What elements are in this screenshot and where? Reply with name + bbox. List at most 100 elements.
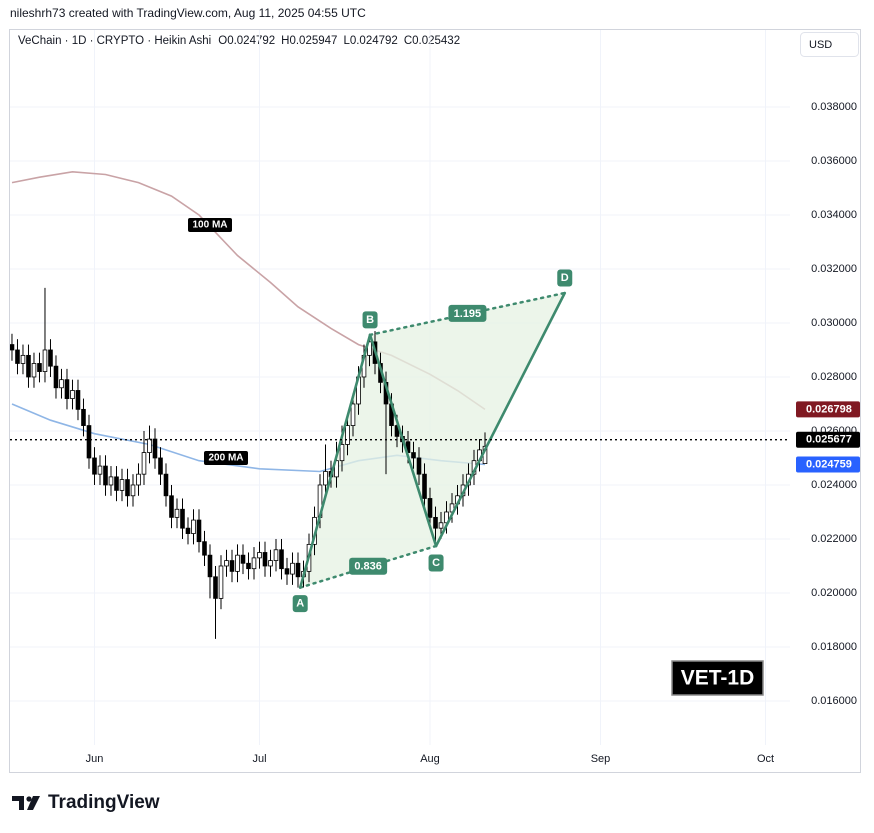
logo-mark: [27, 796, 40, 810]
y-tick-label: 0.018000: [811, 641, 857, 653]
y-tick-label: 0.020000: [811, 587, 857, 599]
candle-body: [262, 552, 268, 567]
candle-body: [158, 457, 163, 475]
ma-value-badge: 0.024759: [806, 458, 852, 470]
candle-body: [279, 549, 284, 570]
ma-value-badge-box: [796, 456, 860, 473]
candle-body: [147, 438, 152, 453]
candle-body: [213, 576, 218, 599]
ohlc-label: L: [343, 35, 350, 47]
candle-body: [345, 425, 350, 445]
x-tick-label: Jul: [252, 753, 266, 765]
ratio-box: [349, 557, 388, 575]
candle-body: [350, 403, 356, 426]
attribution: nileshrh73 created with TradingView.com,…: [10, 6, 366, 20]
ohlc-label: O: [218, 35, 227, 47]
candle-body: [31, 363, 37, 378]
candle-body: [119, 479, 125, 491]
candle-body: [323, 471, 328, 486]
x-tick-label: Sep: [591, 753, 611, 765]
candle-body: [191, 519, 196, 534]
candle-body: [295, 562, 301, 578]
pattern-leg: [434, 291, 567, 548]
candle-body: [37, 363, 42, 372]
y-tick-label: 0.036000: [811, 155, 857, 167]
y-tick-label: 0.028000: [811, 371, 857, 383]
y-tick-label: 0.016000: [811, 695, 857, 707]
candle-body: [53, 365, 59, 389]
watermark-box: [671, 660, 764, 696]
candle-body: [130, 484, 136, 497]
x-tick-label: Oct: [757, 753, 774, 765]
ma-tag: 200 MA: [208, 453, 243, 464]
ohlc-value: 0.025947: [289, 35, 337, 47]
candle-body: [42, 349, 48, 372]
candle-body: [235, 554, 240, 572]
point-box: [557, 269, 573, 287]
candle-body: [59, 379, 64, 389]
frame: [9, 29, 861, 773]
candle-body: [268, 560, 273, 567]
ma-tag: 100 MA: [192, 220, 227, 231]
ohlc-label: C: [404, 35, 412, 47]
ohlc-value: 0.024792: [227, 35, 275, 47]
x-tick-label: Jun: [86, 753, 104, 765]
currency-button[interactable]: [800, 32, 859, 57]
point-label: C: [432, 557, 440, 569]
point-label: D: [561, 272, 569, 284]
point-box: [428, 554, 444, 572]
logo-mark: [26, 796, 32, 802]
candle-body: [86, 425, 92, 459]
y-tick-label: 0.032000: [811, 263, 857, 275]
plot: [10, 30, 790, 745]
candle-body: [10, 344, 15, 351]
candle-body: [108, 476, 114, 486]
candle-body: [257, 552, 262, 559]
candle-body: [251, 557, 257, 570]
ma-tag-box: [188, 218, 232, 232]
point-box: [292, 595, 308, 613]
ohlc-value: 0.024792: [350, 35, 398, 47]
last-price-badge: 0.025677: [806, 434, 852, 446]
ratio-label: 0.836: [354, 561, 382, 573]
pattern-leg: [368, 333, 438, 548]
y-tick-label: 0.024000: [811, 479, 857, 491]
symbol: VeChain · 1D · CRYPTO · Heikin Ashi: [18, 35, 211, 47]
candle-body: [224, 560, 229, 567]
last-price-badge-box: [796, 431, 860, 448]
candle-body: [114, 476, 119, 491]
candle-body: [15, 349, 20, 364]
candle-body: [169, 495, 174, 518]
candle-body: [70, 390, 75, 399]
pattern-leg: [298, 333, 372, 589]
brand: TradingView: [48, 792, 160, 813]
candle-body: [163, 473, 169, 497]
candle-body: [20, 354, 26, 364]
candle-body: [273, 549, 279, 561]
candle-body: [246, 562, 251, 570]
candle-body: [180, 508, 185, 529]
candle-body: [218, 565, 224, 599]
candle-body: [64, 379, 70, 399]
currency[interactable]: USD: [809, 39, 832, 51]
candle-body: [48, 349, 53, 367]
candle-body: [185, 527, 191, 534]
candle-body: [103, 465, 108, 486]
point-label: A: [296, 597, 304, 609]
candle-body: [202, 541, 207, 556]
ratio-box: [448, 304, 487, 322]
candle-body: [97, 465, 103, 475]
y-tick-label: 0.030000: [811, 317, 857, 329]
candle-body: [196, 519, 202, 543]
ma-tag-box: [204, 451, 248, 465]
y-tick-label: 0.034000: [811, 209, 857, 221]
ohlc-label: H: [281, 35, 289, 47]
candle-body: [229, 560, 235, 572]
logo-mark: [12, 796, 24, 810]
candle-body: [136, 473, 141, 486]
pattern-area: [300, 334, 437, 588]
candle-body: [207, 554, 213, 578]
candle-body: [152, 438, 158, 459]
